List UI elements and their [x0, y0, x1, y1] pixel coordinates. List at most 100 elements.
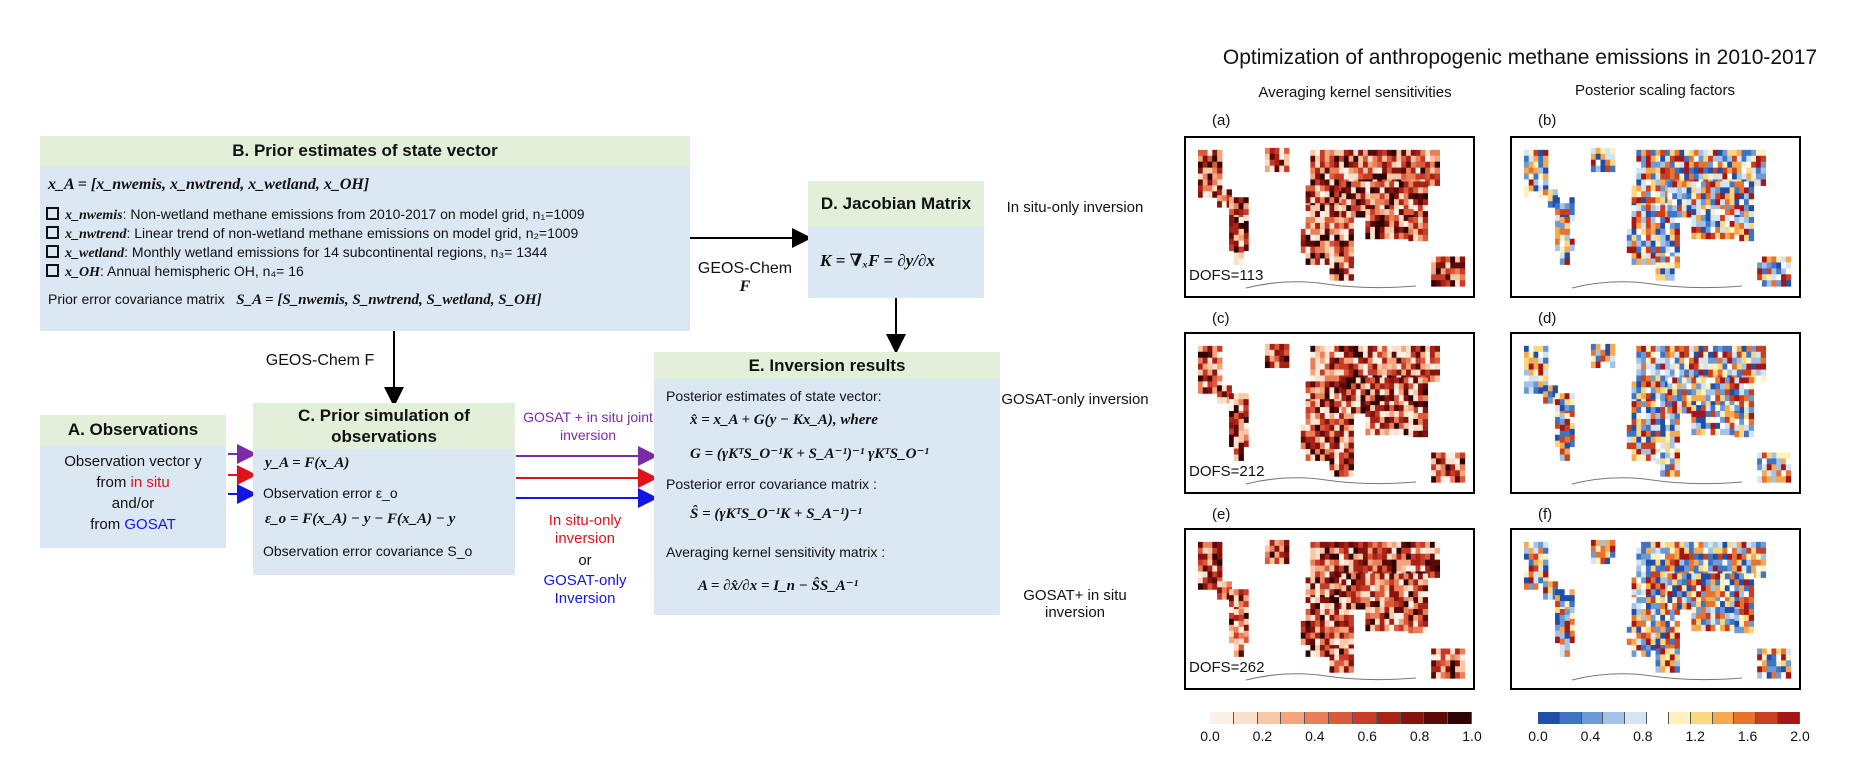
map-cell — [1382, 167, 1388, 175]
map-cell — [1305, 614, 1311, 622]
map-cell — [1636, 205, 1642, 212]
map-cell — [1715, 181, 1721, 188]
map-cell — [1343, 217, 1350, 224]
map-cell — [1389, 199, 1395, 206]
map-cell — [1755, 559, 1762, 567]
map-cell — [1324, 583, 1330, 590]
dofs-label: DOFS=113 — [1189, 267, 1264, 284]
map-cell — [1746, 357, 1752, 365]
map-cell — [1677, 573, 1683, 580]
map-cell — [1660, 252, 1666, 259]
map-cell — [1667, 573, 1673, 580]
map-cell — [1358, 541, 1364, 549]
map-cell — [1207, 559, 1213, 567]
map-cell — [1677, 199, 1683, 206]
map-cell — [1343, 413, 1350, 420]
colorbar-tick: 1.0 — [1462, 728, 1482, 744]
map-cell — [1243, 209, 1249, 216]
map-cell — [1538, 363, 1544, 371]
map-cell — [1384, 181, 1390, 188]
map-cell — [1365, 209, 1371, 216]
map-cell — [1339, 167, 1345, 175]
map-cell — [1358, 345, 1364, 353]
map-cell — [1348, 345, 1354, 353]
map-cell — [1631, 418, 1637, 426]
map-cell — [1660, 256, 1666, 263]
map-cell — [1691, 416, 1697, 424]
map-cell — [1324, 179, 1330, 186]
map-cell — [1305, 589, 1311, 596]
map-cell — [1310, 240, 1316, 248]
map-cell — [1365, 395, 1371, 402]
map-cell — [1408, 217, 1414, 224]
map-cell — [1238, 405, 1244, 412]
map-cell — [1655, 387, 1661, 394]
map-cell — [1533, 565, 1539, 572]
map-cell — [1785, 666, 1792, 673]
map-cell — [1370, 377, 1376, 384]
map-cell — [1679, 559, 1685, 567]
map-cell — [1329, 660, 1335, 667]
map-cell — [1329, 274, 1335, 281]
map-cell — [1679, 155, 1685, 163]
map-cell — [1197, 363, 1204, 371]
map-cell — [1417, 205, 1424, 212]
map-cell — [1543, 541, 1549, 549]
map-cell — [1417, 234, 1424, 242]
map-cell — [1410, 553, 1417, 561]
map-cell — [1440, 262, 1446, 269]
map-cell — [1339, 246, 1345, 254]
map-cell — [1374, 226, 1381, 234]
map-cell — [1324, 448, 1330, 455]
map-cell — [1590, 539, 1597, 547]
map-cell — [1665, 458, 1671, 465]
map-cell — [1413, 205, 1419, 212]
map-cell — [1343, 167, 1350, 175]
map-cell — [1358, 547, 1364, 555]
map-cell — [1319, 240, 1326, 248]
map-cell — [1329, 357, 1335, 365]
map-cell — [1315, 393, 1321, 400]
map-cell — [1351, 579, 1357, 586]
map-cell — [1665, 161, 1671, 169]
box-c-title: C. Prior simulation of observations — [253, 403, 515, 449]
map-cell — [1748, 603, 1755, 610]
map-cell — [1384, 624, 1390, 632]
map-cell — [1741, 559, 1747, 567]
map-cell — [1315, 448, 1321, 455]
map-cell — [1346, 205, 1352, 212]
map-cell — [1445, 464, 1451, 471]
map-cell — [1703, 173, 1709, 180]
map-cell — [1641, 345, 1647, 353]
map-cell — [1429, 547, 1436, 555]
map-cell — [1417, 199, 1424, 206]
map-cell — [1315, 553, 1321, 561]
map-cell — [1715, 205, 1721, 212]
map-cell — [1720, 199, 1726, 206]
map-cell — [1229, 209, 1235, 216]
map-cell — [1217, 577, 1223, 584]
map-cell — [1334, 274, 1340, 281]
map-cell — [1370, 411, 1376, 418]
map-cell — [1674, 268, 1680, 275]
map-cell — [1329, 648, 1335, 655]
map-cell — [1348, 161, 1354, 169]
map-cell — [1410, 559, 1417, 567]
map-cell — [1665, 430, 1671, 438]
map-cell — [1729, 205, 1735, 212]
map-cell — [1339, 614, 1345, 622]
map-cell — [1343, 541, 1350, 549]
map-cell — [1334, 571, 1340, 578]
map-cell — [1739, 193, 1745, 200]
map-cell — [1715, 193, 1721, 200]
map-cell — [1431, 274, 1437, 281]
map-cell — [1626, 638, 1633, 646]
map-cell — [1398, 618, 1405, 626]
map-cell — [1362, 369, 1369, 376]
map-cell — [1334, 541, 1340, 549]
map-cell — [1233, 650, 1240, 657]
map-cell — [1533, 559, 1539, 567]
map-cell — [1362, 173, 1369, 180]
map-cell — [1408, 585, 1414, 592]
map-cell — [1564, 217, 1570, 224]
